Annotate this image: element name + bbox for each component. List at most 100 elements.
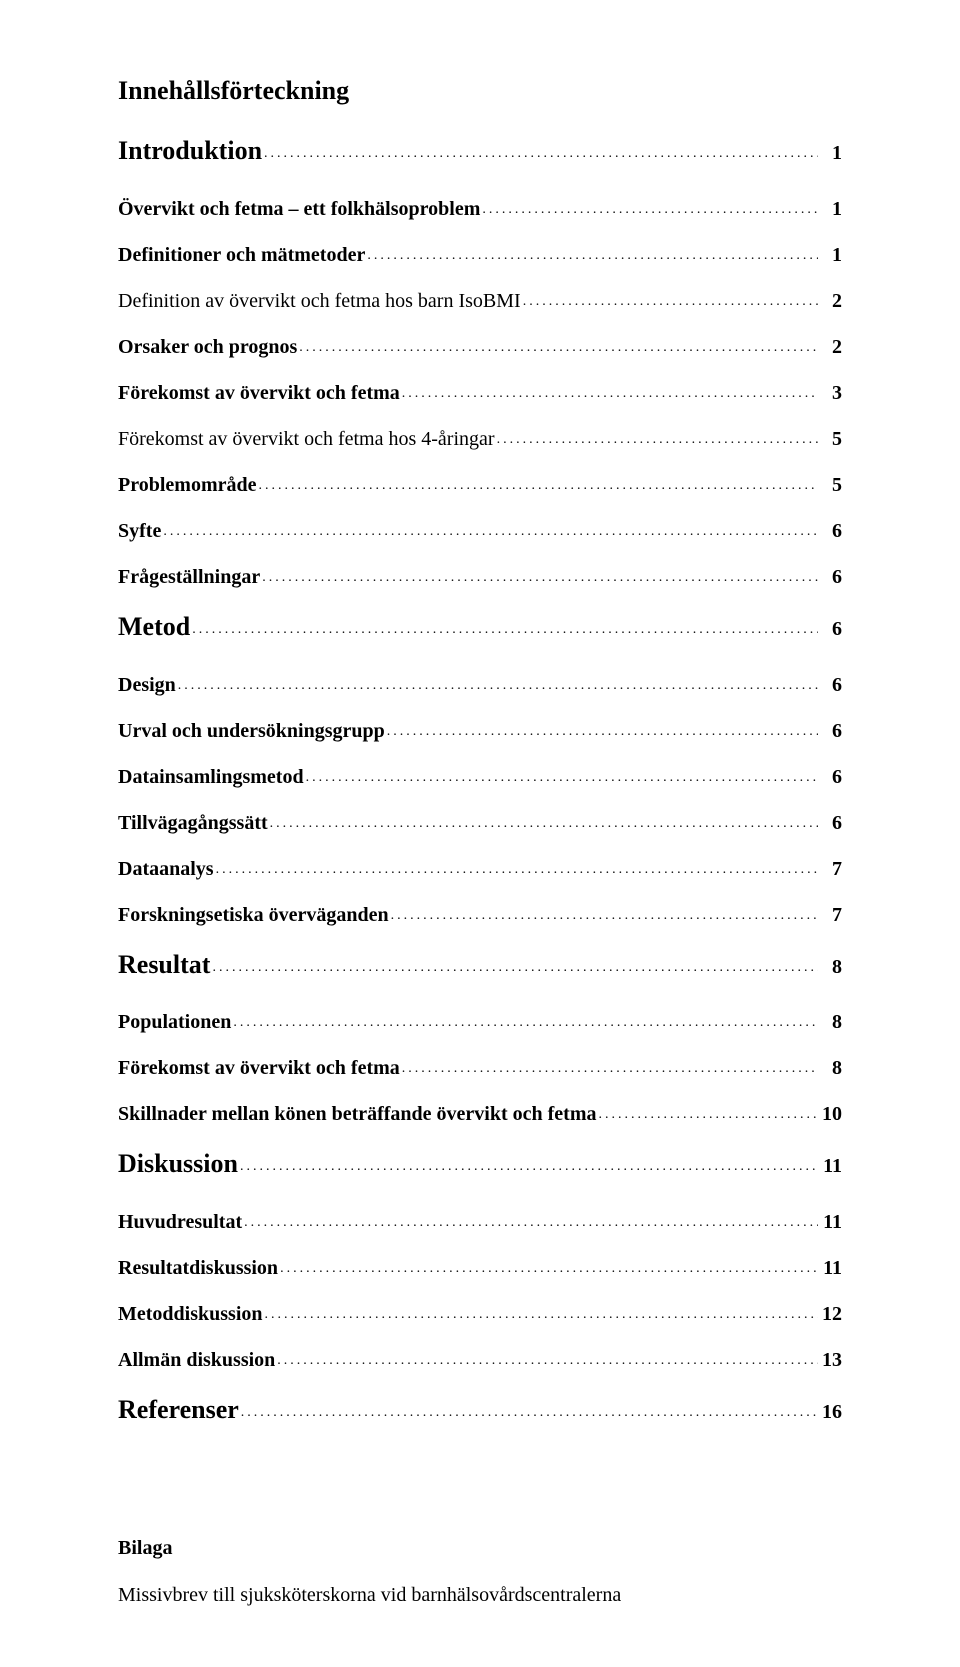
toc-entry: Huvudresultat 11	[118, 1209, 842, 1235]
document-title: Innehållsförteckning	[118, 76, 842, 106]
toc-leader-dots	[242, 1214, 818, 1232]
toc-entry-page: 6	[818, 764, 842, 790]
toc-entry: Problemområde5	[118, 472, 842, 498]
toc-entry: Design 6	[118, 672, 842, 698]
toc-entry-label: Syfte	[118, 518, 161, 544]
toc-entry-label: Förekomst av övervikt och fetma	[118, 1055, 400, 1081]
toc-entry: Orsaker och prognos 2	[118, 334, 842, 360]
toc-entry-label: Resultatdiskussion	[118, 1255, 278, 1281]
toc-entry-page: 1	[818, 196, 842, 222]
toc-entry: Resultatdiskussion 11	[118, 1255, 842, 1281]
toc-entry-label: Tillvägagångssätt	[118, 810, 268, 836]
toc-entry-page: 11	[818, 1209, 842, 1235]
toc-entry-page: 6	[818, 672, 842, 698]
toc-entry: Syfte6	[118, 518, 842, 544]
toc-entry: Metod 6	[118, 610, 842, 644]
toc-entry-label: Allmän diskussion	[118, 1347, 275, 1373]
toc-entry-page: 7	[818, 856, 842, 882]
toc-leader-dots	[275, 1352, 818, 1370]
toc-entry: Diskussion 11	[118, 1147, 842, 1181]
toc-entry-page: 11	[818, 1255, 842, 1281]
toc-entry-label: Populationen	[118, 1009, 231, 1035]
toc-entry-page: 5	[818, 426, 842, 452]
toc-leader-dots	[389, 907, 818, 925]
toc-entry-page: 1	[818, 140, 842, 166]
toc-entry: Allmän diskussion13	[118, 1347, 842, 1373]
toc-entry-label: Introduktion	[118, 134, 262, 168]
toc-entry-label: Dataanalys	[118, 856, 214, 882]
toc-entry-page: 8	[818, 1009, 842, 1035]
toc-entry: Urval och undersökningsgrupp6	[118, 718, 842, 744]
toc-entry-page: 5	[818, 472, 842, 498]
toc-entry: Förekomst av övervikt och fetma 3	[118, 380, 842, 406]
appendix-heading: Bilaga	[118, 1537, 842, 1560]
toc-leader-dots	[495, 431, 818, 449]
toc-entry-page: 16	[818, 1399, 842, 1425]
toc-leader-dots	[480, 201, 818, 219]
toc-leader-dots	[257, 477, 819, 495]
toc-entry-page: 1	[818, 242, 842, 268]
toc-leader-dots	[304, 769, 818, 787]
toc-entry: Definition av övervikt och fetma hos bar…	[118, 288, 842, 314]
toc-entry: Förekomst av övervikt och fetma 8	[118, 1055, 842, 1081]
toc-leader-dots	[238, 1158, 818, 1176]
toc-entry-label: Huvudresultat	[118, 1209, 242, 1235]
toc-entry: Frågeställningar 6	[118, 564, 842, 590]
toc-entry-label: Övervikt och fetma – ett folkhälsoproble…	[118, 196, 480, 222]
toc-entry-label: Skillnader mellan könen beträffande över…	[118, 1101, 597, 1127]
toc-entry-page: 6	[818, 564, 842, 590]
toc-leader-dots	[521, 293, 818, 311]
toc-leader-dots	[231, 1014, 818, 1032]
toc-entry-page: 8	[818, 1055, 842, 1081]
toc-leader-dots	[400, 385, 818, 403]
toc-entry-page: 10	[818, 1101, 842, 1127]
toc-leader-dots	[365, 247, 818, 265]
toc-entry: Populationen 8	[118, 1009, 842, 1035]
toc-entry: Introduktion 1	[118, 134, 842, 168]
appendix-section: Bilaga Missivbrev till sjuksköterskorna …	[118, 1537, 842, 1607]
toc-entry: Tillvägagångssätt 6	[118, 810, 842, 836]
toc-entry: Forskningsetiska överväganden 7	[118, 902, 842, 928]
toc-entry-label: Resultat	[118, 948, 210, 982]
toc-entry: Dataanalys 7	[118, 856, 842, 882]
toc-entry: Skillnader mellan könen beträffande över…	[118, 1101, 842, 1127]
toc-entry-label: Datainsamlingsmetod	[118, 764, 304, 790]
toc-entry: Förekomst av övervikt och fetma hos 4-år…	[118, 426, 842, 452]
toc-leader-dots	[278, 1260, 818, 1278]
toc-entry-label: Frågeställningar	[118, 564, 260, 590]
toc-entry-label: Definitioner och mätmetoder	[118, 242, 365, 268]
toc-leader-dots	[268, 815, 818, 833]
toc-entry-label: Orsaker och prognos	[118, 334, 297, 360]
toc-entry-label: Definition av övervikt och fetma hos bar…	[118, 288, 521, 314]
toc-entry-label: Referenser	[118, 1393, 239, 1427]
toc-entry-page: 12	[818, 1301, 842, 1327]
toc-leader-dots	[239, 1404, 818, 1422]
toc-leader-dots	[262, 145, 818, 163]
toc-entry-label: Förekomst av övervikt och fetma	[118, 380, 400, 406]
toc-entry-page: 11	[818, 1153, 842, 1179]
toc-entry-page: 6	[818, 810, 842, 836]
toc-entry: Övervikt och fetma – ett folkhälsoproble…	[118, 196, 842, 222]
toc-entry-page: 6	[818, 718, 842, 744]
toc-leader-dots	[210, 959, 818, 977]
toc-entry: Metoddiskussion 12	[118, 1301, 842, 1327]
toc-leader-dots	[161, 523, 818, 541]
toc-entry-page: 7	[818, 902, 842, 928]
toc-leader-dots	[214, 861, 818, 879]
toc-leader-dots	[176, 677, 818, 695]
toc-entry: Definitioner och mätmetoder 1	[118, 242, 842, 268]
toc-entry-page: 2	[818, 334, 842, 360]
toc-entry-page: 3	[818, 380, 842, 406]
toc-leader-dots	[400, 1060, 818, 1078]
toc-entry: Resultat8	[118, 948, 842, 982]
toc-leader-dots	[260, 569, 818, 587]
toc-entry-page: 6	[818, 616, 842, 642]
toc-entry-label: Metoddiskussion	[118, 1301, 263, 1327]
appendix-item: Missivbrev till sjuksköterskorna vid bar…	[118, 1584, 842, 1607]
toc-entry: Datainsamlingsmetod 6	[118, 764, 842, 790]
table-of-contents: Introduktion 1 Övervikt och fetma – ett fo…	[118, 134, 842, 1427]
toc-entry-label: Forskningsetiska överväganden	[118, 902, 389, 928]
toc-entry-label: Metod	[118, 610, 190, 644]
toc-entry-label: Diskussion	[118, 1147, 238, 1181]
toc-entry-label: Design	[118, 672, 176, 698]
